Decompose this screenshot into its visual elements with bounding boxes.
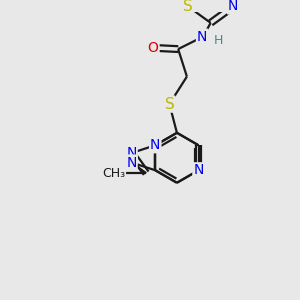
Text: S: S	[183, 0, 193, 14]
Text: N: N	[126, 155, 137, 170]
Text: S: S	[164, 97, 174, 112]
Text: CH₃: CH₃	[102, 167, 125, 180]
Text: N: N	[150, 138, 160, 152]
Text: N: N	[228, 0, 238, 14]
Text: N: N	[126, 146, 137, 160]
Text: N: N	[197, 30, 207, 44]
Text: H: H	[213, 34, 223, 47]
Text: O: O	[148, 41, 159, 55]
Text: N: N	[194, 163, 204, 177]
